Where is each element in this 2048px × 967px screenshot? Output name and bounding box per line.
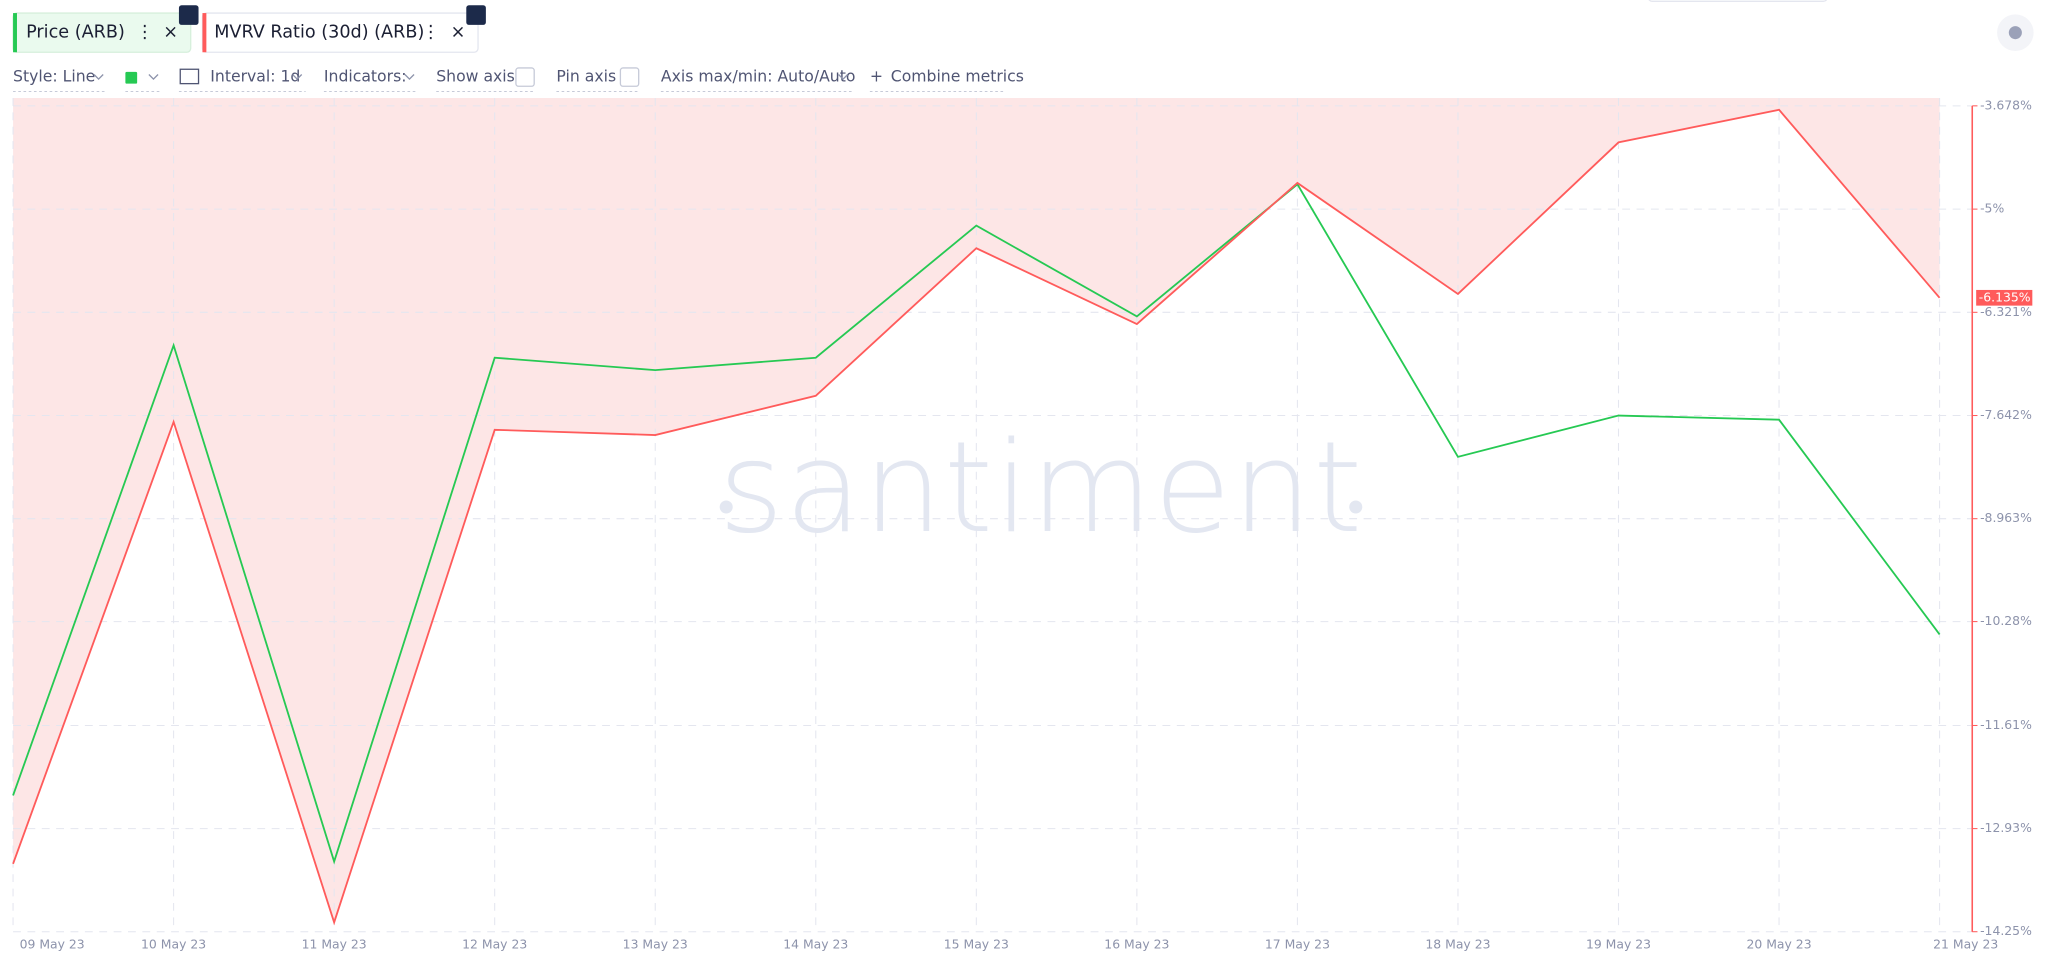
x-tick-label: 18 May 23: [1425, 936, 1490, 951]
token-icon: [178, 5, 199, 25]
pin-axis-checkbox[interactable]: [619, 67, 640, 87]
chevron: [404, 74, 415, 80]
tab-close[interactable]: ×: [163, 23, 178, 43]
y-tick-label: -12.93%: [1980, 820, 2032, 835]
y-tick-label: -7.642%: [1980, 407, 2032, 422]
series-line: [12, 108, 1941, 926]
tab-menu[interactable]: ⋮: [422, 23, 440, 43]
y-tick-label: -14.25%: [1980, 923, 2032, 938]
x-tick-label: 14 May 23: [783, 936, 848, 951]
y-tick-label: -5%: [1980, 201, 2004, 216]
toolbar: Style: Line Interval: 1d Indicators: Sho…: [13, 67, 1024, 92]
x-tick-label: 13 May 23: [623, 936, 688, 951]
chevron: [93, 74, 104, 80]
show-axis-checkbox[interactable]: [515, 67, 535, 87]
tab-label: Price (ARB): [26, 23, 125, 43]
tab-label: MVRV Ratio (30d) (ARB): [214, 23, 424, 43]
y-tick-label: -11.61%: [1980, 717, 2032, 732]
watermark-dot: [719, 500, 733, 514]
value-badge: [1976, 289, 2033, 306]
x-tick-label: 12 May 23: [462, 936, 527, 951]
chevron: [838, 74, 849, 80]
show-axis-label: Show axis: [436, 67, 515, 86]
top-control[interactable]: [1648, 0, 1828, 2]
tab-color: [202, 13, 207, 53]
watermark-dot: [1349, 500, 1363, 514]
x-tick-label: 20 May 23: [1747, 936, 1812, 951]
ruler-icon: [179, 68, 200, 85]
y-tick-label: -3.678%: [1980, 97, 2032, 112]
interval-select[interactable]: Interval: 1d: [210, 67, 300, 86]
value-label: -6.135%: [1979, 289, 2031, 304]
plot: santiment -3.678% -5% -6.321% -7.642% -8.963%…: [12, 97, 2033, 951]
x-tick-label: 21 May 23: [1933, 936, 1998, 951]
settings-dot: [2008, 26, 2022, 40]
chevron: [148, 74, 159, 80]
x-tick-label: 15 May 23: [944, 936, 1009, 951]
token-icon: [466, 5, 486, 25]
tab-color: [13, 13, 17, 53]
chevron: [292, 74, 303, 80]
y-tick-label: -6.321%: [1980, 304, 2032, 319]
series-line: [12, 182, 1941, 865]
indicators-select[interactable]: Indicators:: [324, 67, 407, 86]
tab-mvrv[interactable]: MVRV Ratio (30d) (ARB) ⋮ ×: [201, 5, 486, 53]
x-tick-label: 10 May 23: [141, 936, 206, 951]
watermark: santiment: [718, 415, 1363, 561]
combine-metrics[interactable]: Combine metrics: [891, 67, 1024, 86]
axis-minmax-select[interactable]: Axis max/min: Auto/Auto: [661, 67, 856, 86]
tab-close[interactable]: ×: [451, 23, 466, 43]
tab-price[interactable]: Price (ARB) ⋮ ×: [12, 5, 199, 53]
tab-menu[interactable]: ⋮: [136, 23, 154, 43]
y-tick-label: -10.28%: [1980, 613, 2032, 628]
x-tick-label: 17 May 23: [1265, 936, 1330, 951]
pin-axis-label: Pin axis: [556, 67, 616, 86]
style-select[interactable]: Style: Line: [13, 67, 95, 86]
color-picker[interactable]: [125, 71, 138, 84]
plus-icon: +: [870, 67, 883, 86]
y-tick-label: -8.963%: [1980, 510, 2032, 525]
x-tick-label: 11 May 23: [302, 936, 367, 951]
x-tick-label: 16 May 23: [1104, 936, 1169, 951]
x-tick-label: 19 May 23: [1586, 936, 1651, 951]
x-tick-label: 09 May 23: [20, 936, 85, 951]
